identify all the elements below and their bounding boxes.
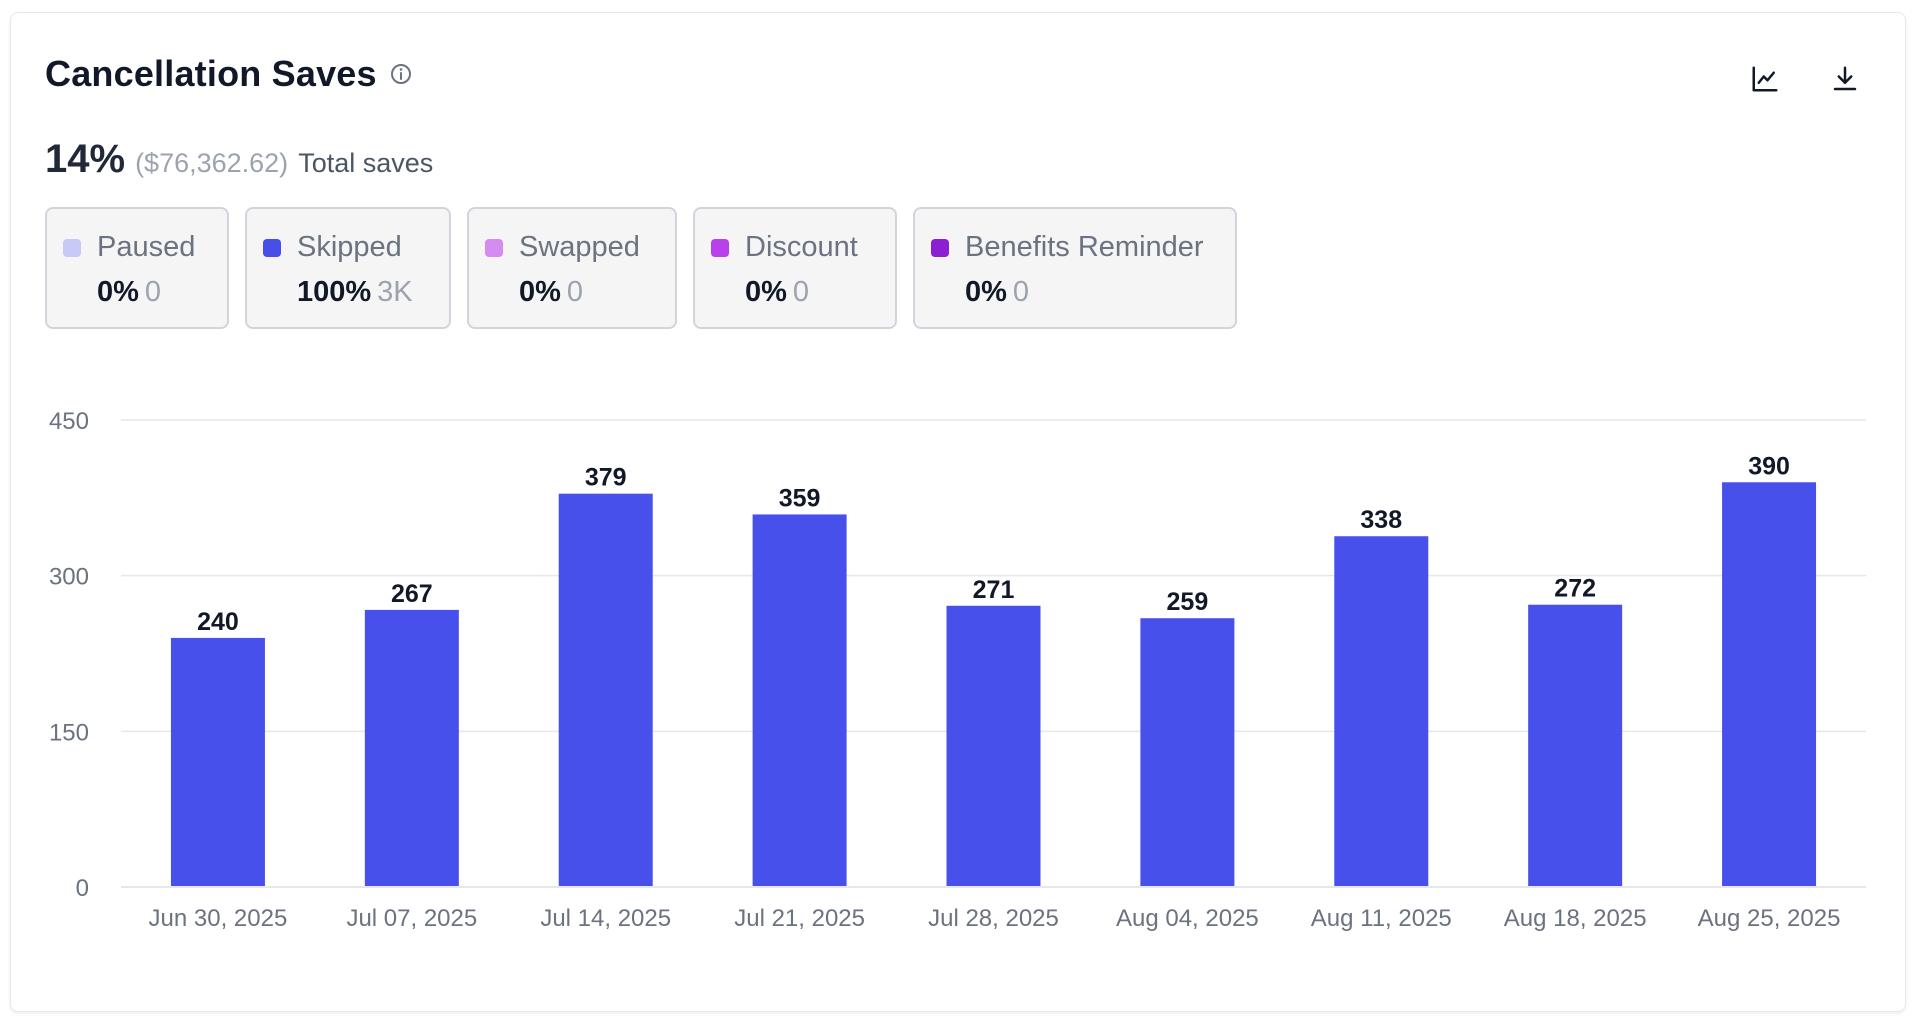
bar-value-label: 379 bbox=[585, 464, 627, 492]
x-tick-label: Aug 25, 2025 bbox=[1698, 905, 1841, 932]
x-tick-label: Jul 07, 2025 bbox=[346, 905, 477, 932]
legend-item-paused[interactable]: Paused 0% 0 bbox=[45, 207, 229, 329]
bar-chart: 0 150 300 450 240 Jun 30, 2025 267 Jul 07, 2025… bbox=[49, 408, 1866, 932]
x-tick-label: Jul 14, 2025 bbox=[540, 905, 671, 932]
x-tick-label: Aug 18, 2025 bbox=[1504, 905, 1647, 932]
legend-item-swapped[interactable]: Swapped 0% 0 bbox=[467, 207, 677, 329]
legend-name: Skipped bbox=[297, 231, 402, 263]
bar bbox=[1334, 536, 1429, 887]
x-tick-label: Jul 21, 2025 bbox=[734, 905, 865, 932]
legend-percent: 0% bbox=[519, 276, 561, 308]
y-tick-label: 300 bbox=[49, 564, 89, 591]
line-chart-icon[interactable] bbox=[1747, 61, 1783, 97]
legend-swatch bbox=[931, 238, 949, 257]
total-saves-amount: ($76,362.62) bbox=[135, 148, 289, 178]
bar-value-label: 338 bbox=[1360, 506, 1402, 534]
x-tick-label: Jun 30, 2025 bbox=[149, 905, 288, 932]
bar bbox=[170, 637, 265, 887]
bar-value-label: 359 bbox=[779, 484, 821, 512]
legend-name: Paused bbox=[97, 231, 196, 263]
bar-value-label: 271 bbox=[973, 576, 1015, 604]
total-saves-percent: 14% bbox=[45, 137, 126, 181]
legend-percent: 0% bbox=[97, 276, 139, 308]
total-saves-label: Total saves bbox=[298, 148, 434, 178]
card-title: Cancellation Saves bbox=[45, 53, 377, 94]
bar-value-label: 259 bbox=[1167, 588, 1209, 616]
legend-name: Benefits Reminder bbox=[965, 231, 1204, 263]
y-tick-label: 150 bbox=[49, 719, 89, 746]
legend-percent: 0% bbox=[965, 276, 1007, 308]
download-icon[interactable] bbox=[1827, 61, 1863, 97]
legend-item-discount[interactable]: Discount 0% 0 bbox=[693, 207, 897, 329]
title-row: Cancellation Saves bbox=[45, 53, 413, 95]
bar bbox=[752, 514, 847, 887]
bar bbox=[1722, 482, 1817, 887]
bar-value-label: 272 bbox=[1554, 575, 1596, 603]
x-tick-label: Jul 28, 2025 bbox=[928, 905, 1059, 932]
legend-count: 0 bbox=[144, 276, 162, 308]
legend-percent: 100% bbox=[297, 276, 372, 308]
bar-value-label: 390 bbox=[1748, 452, 1790, 480]
legend-swatch bbox=[63, 238, 81, 257]
bar bbox=[1528, 604, 1623, 887]
legend-percent: 0% bbox=[745, 276, 787, 308]
info-circle-icon[interactable] bbox=[389, 62, 413, 86]
legend-count: 3K bbox=[377, 276, 413, 308]
bar bbox=[364, 609, 459, 887]
x-tick-label: Aug 04, 2025 bbox=[1116, 905, 1259, 932]
bar bbox=[946, 605, 1041, 887]
legend-item-benefits-reminder[interactable]: Benefits Reminder 0% 0 bbox=[913, 207, 1237, 329]
legend-item-skipped[interactable]: Skipped 100% 3K bbox=[245, 207, 451, 329]
legend-count: 0 bbox=[1012, 276, 1030, 308]
legend-name: Swapped bbox=[519, 231, 640, 263]
x-tick-label: Aug 11, 2025 bbox=[1311, 905, 1452, 932]
legend-swatch bbox=[485, 238, 503, 257]
y-tick-label: 0 bbox=[76, 875, 89, 902]
legend-swatch bbox=[263, 238, 281, 257]
legend-count: 0 bbox=[792, 276, 810, 308]
legend-name: Discount bbox=[745, 231, 858, 263]
total-saves-summary: 14% ($76,362.62) Total saves bbox=[45, 137, 433, 182]
bar bbox=[1140, 618, 1235, 887]
legend: Paused 0% 0 Skipped 100% 3K Swapped 0% 0 bbox=[45, 207, 1237, 329]
legend-swatch bbox=[711, 238, 729, 257]
bar-value-label: 267 bbox=[391, 580, 433, 608]
cancellation-saves-card: Cancellation Saves 14% ($76,362.62 bbox=[10, 12, 1906, 1012]
card-actions bbox=[1747, 61, 1863, 97]
legend-count: 0 bbox=[566, 276, 584, 308]
bar-value-label: 240 bbox=[197, 608, 239, 636]
bar bbox=[558, 493, 653, 887]
y-tick-label: 450 bbox=[49, 408, 89, 435]
